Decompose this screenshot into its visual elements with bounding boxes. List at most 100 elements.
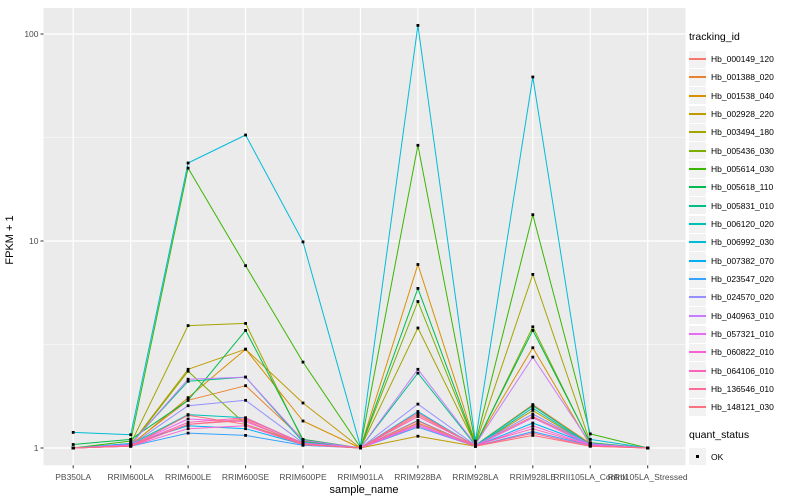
data-point <box>186 417 190 421</box>
legend-item-label: Hb_000149_120 <box>711 54 774 65</box>
legend-item-label: Hb_064106_010 <box>711 365 774 376</box>
data-point <box>129 438 133 441</box>
legend-key-line <box>689 388 706 391</box>
data-point <box>244 375 247 379</box>
data-point <box>129 439 133 443</box>
legend-key-point <box>695 454 700 459</box>
legend-key-swatch <box>689 270 706 288</box>
legend-item-label: Hb_023547_020 <box>711 274 774 285</box>
legend-key-swatch <box>689 343 706 361</box>
legend-item-label: Hb_006992_030 <box>711 237 774 248</box>
legend-item-label: Hb_136546_010 <box>711 384 774 395</box>
legend-item-Hb_005436_030: Hb_005436_030 <box>689 142 800 160</box>
legend-key-line <box>689 223 706 226</box>
data-point <box>416 287 420 290</box>
data-point <box>531 434 535 437</box>
legend-key-line <box>689 76 706 79</box>
data-point <box>588 438 592 441</box>
legend-item-Hb_006992_030: Hb_006992_030 <box>689 233 800 251</box>
data-point <box>531 430 535 433</box>
data-point <box>186 421 190 424</box>
legend-key-line <box>689 204 706 207</box>
legend-item-label: Hb_024570_020 <box>711 292 774 303</box>
data-point <box>531 406 535 410</box>
legend-item-Hb_136546_010: Hb_136546_010 <box>689 380 800 398</box>
data-point <box>301 443 305 446</box>
legend-item-Hb_040963_010: Hb_040963_010 <box>689 307 800 325</box>
legend-item-Hb_003494_180: Hb_003494_180 <box>689 123 800 141</box>
data-point <box>416 413 420 416</box>
data-point <box>531 355 535 359</box>
legend-item-label: Hb_001538_040 <box>711 90 774 101</box>
legend-item-quant-ok: OK <box>689 448 800 466</box>
data-point <box>416 263 420 266</box>
data-point <box>244 329 247 332</box>
legend-key-swatch <box>689 307 706 325</box>
x-axis-title: sample_name <box>329 484 398 496</box>
legend-key-swatch <box>689 197 706 215</box>
data-point <box>301 240 305 244</box>
data-point <box>646 446 650 450</box>
data-point <box>531 75 535 79</box>
data-point <box>416 402 420 406</box>
legend-key-line <box>689 259 706 262</box>
x-tick-label: RRIM600LA <box>107 472 154 482</box>
data-point <box>301 419 305 423</box>
data-point <box>531 213 535 217</box>
y-tick-label: 100 <box>24 29 38 39</box>
legend-item-label: Hb_001388_020 <box>711 72 774 83</box>
data-point <box>244 347 247 351</box>
x-tick-label: PB350LA <box>55 472 91 482</box>
legend-key-line <box>689 369 706 372</box>
data-point <box>416 434 420 438</box>
data-point <box>531 404 535 408</box>
data-point <box>71 446 75 450</box>
legend-item-label: Hb_060822_010 <box>711 347 774 358</box>
legend-quant-items: OK <box>689 448 800 466</box>
legend-key-swatch <box>689 142 706 160</box>
data-point <box>244 384 247 388</box>
legend-item-Hb_024570_020: Hb_024570_020 <box>689 288 800 306</box>
legend-key-line <box>689 149 706 152</box>
legend-key-line <box>689 113 706 116</box>
data-point <box>244 264 247 268</box>
data-point <box>244 423 247 426</box>
data-point <box>186 431 190 435</box>
legend-key-line <box>689 278 706 281</box>
data-point <box>186 377 190 381</box>
legend-key-line <box>689 58 706 61</box>
legend-key-swatch <box>689 123 706 141</box>
data-point <box>531 325 535 329</box>
legend-key-swatch <box>689 288 706 306</box>
legend-item-label: Hb_007382_070 <box>711 255 774 266</box>
data-point <box>588 432 592 436</box>
data-point <box>129 444 133 448</box>
data-point <box>416 367 420 371</box>
data-point <box>186 398 190 402</box>
data-point <box>186 369 190 373</box>
legend-key-swatch <box>689 87 706 105</box>
data-point <box>186 324 190 327</box>
data-point <box>186 367 190 371</box>
data-point <box>186 161 190 165</box>
data-point <box>244 434 247 437</box>
legend-item-Hb_001538_040: Hb_001538_040 <box>689 87 800 105</box>
data-point <box>301 401 305 405</box>
legend-key-line <box>689 168 706 171</box>
data-point <box>71 431 75 434</box>
legend-key-line <box>689 94 706 97</box>
legend-item-label: Hb_005831_010 <box>711 200 774 211</box>
legend-key-line <box>689 351 706 354</box>
data-point <box>531 409 535 412</box>
legend-key-line <box>689 314 706 317</box>
data-point <box>531 427 535 431</box>
legend: tracking_id Hb_000149_120 Hb_001388_020 Hb… <box>689 30 800 466</box>
legend-title-quant-status: quant_status <box>689 428 750 441</box>
data-point <box>244 416 247 420</box>
legend-key-line <box>689 296 706 299</box>
data-point <box>531 346 535 350</box>
legend-key-line <box>689 131 706 134</box>
legend-key-swatch <box>689 448 706 466</box>
data-point <box>531 424 535 428</box>
